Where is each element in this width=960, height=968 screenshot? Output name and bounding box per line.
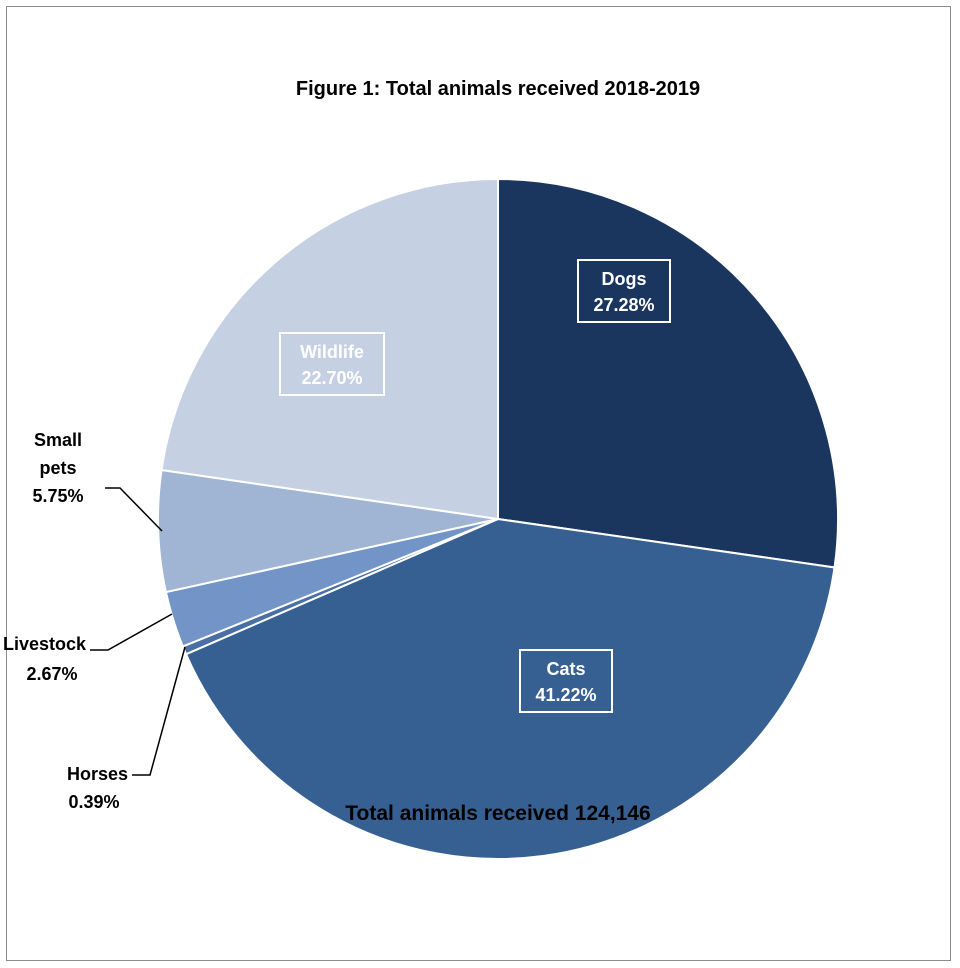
leader-line-horses bbox=[132, 646, 186, 776]
pie-slice-cats bbox=[184, 517, 836, 860]
slice-label-cats: Cats 41.22% bbox=[519, 649, 613, 713]
slice-label-box bbox=[519, 649, 613, 713]
slice-category-label: Small bbox=[34, 430, 82, 450]
slice-label-horses: Horses 0.39% bbox=[67, 764, 128, 812]
slice-value-label: 41.22% bbox=[535, 685, 596, 705]
slice-label-wildlife: Wildlife 22.70% bbox=[279, 332, 385, 396]
leader-lines bbox=[90, 487, 186, 776]
slice-label-livestock: Livestock 2.67% bbox=[3, 634, 87, 684]
slice-value-label: 22.70% bbox=[301, 368, 362, 388]
slice-category-label: Cats bbox=[546, 659, 585, 679]
slice-category-label: Livestock bbox=[3, 634, 87, 654]
slice-label-dogs: Dogs 27.28% bbox=[577, 259, 671, 323]
chart-title: Figure 1: Total animals received 2018-20… bbox=[296, 78, 700, 100]
pie-slice-dogs bbox=[497, 177, 839, 569]
slice-category-label: Dogs bbox=[602, 269, 647, 289]
slice-labels: Dogs 27.28% Cats 41.22% Horses 0.39% Livestock… bbox=[3, 259, 671, 812]
slice-label-box bbox=[577, 259, 671, 323]
slice-category-label: Wildlife bbox=[300, 342, 364, 362]
slice-label-box bbox=[279, 332, 385, 396]
leader-line-livestock bbox=[90, 613, 173, 651]
pie-slices bbox=[157, 177, 839, 860]
slice-category-label: pets bbox=[39, 458, 76, 478]
slice-value-label: 0.39% bbox=[68, 792, 119, 812]
chart-footer: Total animals received 124,146 bbox=[345, 802, 650, 825]
leader-line-small-pets bbox=[105, 487, 163, 532]
slice-category-label: Horses bbox=[67, 764, 128, 784]
pie-slice-wildlife bbox=[160, 177, 499, 521]
slice-value-label: 27.28% bbox=[593, 295, 654, 315]
slice-value-label: 5.75% bbox=[32, 486, 83, 506]
slice-value-label: 2.67% bbox=[26, 664, 77, 684]
slice-label-small-pets: Small pets 5.75% bbox=[32, 430, 83, 506]
